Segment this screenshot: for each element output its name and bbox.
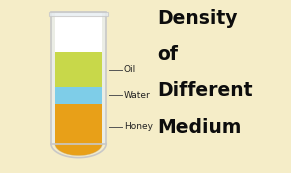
- Text: Water: Water: [124, 91, 150, 100]
- Bar: [55, 87, 102, 104]
- Polygon shape: [55, 144, 102, 156]
- Bar: [51, 12, 55, 144]
- Text: Oil: Oil: [124, 65, 136, 74]
- Bar: [55, 52, 102, 87]
- Bar: [55, 12, 102, 52]
- Bar: [49, 12, 108, 16]
- Text: Density: Density: [157, 9, 238, 28]
- Text: Medium: Medium: [157, 118, 242, 137]
- Bar: [55, 104, 102, 144]
- Bar: [51, 12, 106, 144]
- Text: Different: Different: [157, 81, 253, 100]
- Text: of: of: [157, 45, 178, 64]
- Bar: [102, 12, 106, 144]
- Text: Honey: Honey: [124, 122, 153, 131]
